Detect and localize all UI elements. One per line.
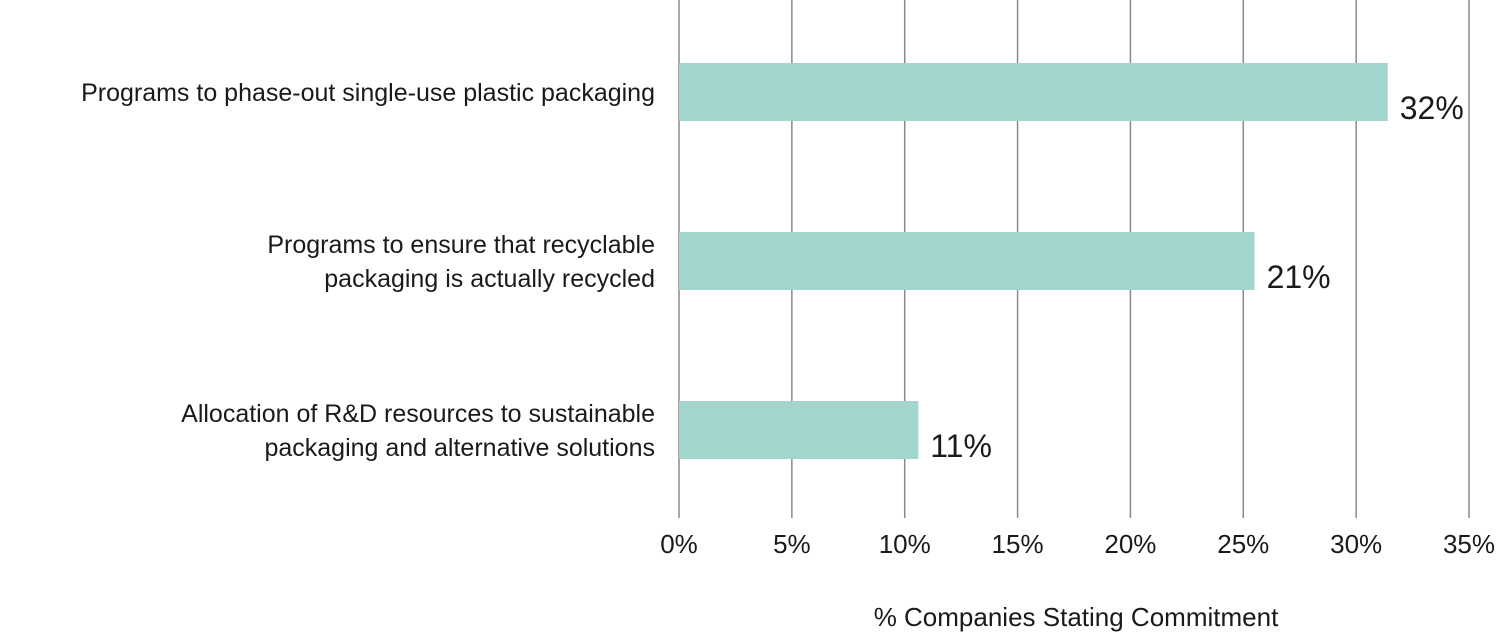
category-label: packaging and alternative solutions — [264, 434, 655, 462]
x-tick-label: 25% — [1217, 529, 1269, 559]
value-labels: 32% 21% 11% — [930, 90, 1464, 464]
bar-value-label: 11% — [930, 428, 992, 464]
category-label: Programs to phase-out single-use plastic… — [81, 79, 655, 107]
bars — [679, 63, 1388, 459]
bar-value-label: 32% — [1400, 90, 1464, 126]
x-tick-label: 15% — [992, 529, 1044, 559]
category-label: packaging is actually recycled — [324, 265, 655, 293]
x-tick-label: 30% — [1330, 529, 1382, 559]
bar — [679, 232, 1255, 290]
x-axis-title: % Companies Stating Commitment — [874, 602, 1279, 632]
x-tick-label: 5% — [773, 529, 811, 559]
bar-value-label: 21% — [1267, 259, 1331, 295]
category-label: Programs to ensure that recyclable — [267, 231, 655, 259]
bar — [679, 401, 919, 459]
x-tick-labels: 0% 5% 10% 15% 20% 25% 30% 35% — [660, 529, 1495, 559]
x-tick-label: 10% — [879, 529, 931, 559]
x-tick-label: 35% — [1443, 529, 1495, 559]
x-tick-label: 20% — [1104, 529, 1156, 559]
category-labels: Programs to phase-out single-use plastic… — [81, 79, 655, 462]
x-tick-label: 0% — [660, 529, 698, 559]
bar — [679, 63, 1388, 121]
category-label: Allocation of R&D resources to sustainab… — [181, 400, 655, 428]
